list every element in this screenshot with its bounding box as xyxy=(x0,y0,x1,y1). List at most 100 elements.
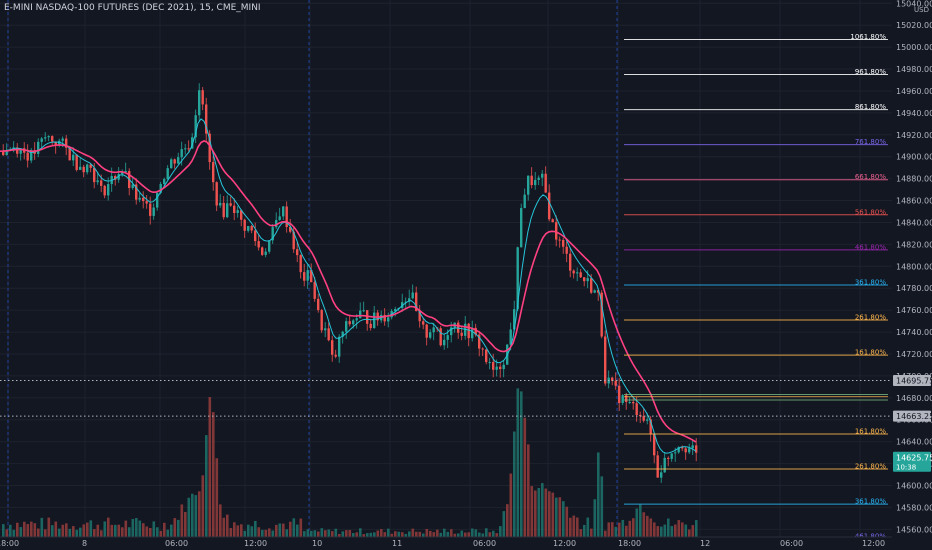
fib-label: 261.80% xyxy=(855,314,886,322)
volume-bar xyxy=(436,529,439,537)
price-tag xyxy=(893,451,931,472)
volume-bar xyxy=(86,522,89,537)
volume-bar xyxy=(649,518,653,537)
candle-body xyxy=(628,401,631,403)
candle-body xyxy=(562,239,565,247)
volume-bar xyxy=(670,525,674,537)
candle-body xyxy=(215,182,218,206)
volume-bar xyxy=(149,527,152,537)
volume-bar xyxy=(142,523,145,537)
candle-body xyxy=(264,251,267,255)
candle-body xyxy=(352,320,355,325)
volume-bar xyxy=(663,524,667,537)
volume-bar xyxy=(520,391,523,537)
candle-body xyxy=(408,298,411,302)
volume-bar xyxy=(96,524,100,537)
candle-body xyxy=(611,377,614,381)
volume-bar xyxy=(660,526,663,537)
candle-body xyxy=(156,192,159,208)
candle-body xyxy=(16,147,19,154)
candle-body xyxy=(177,157,180,164)
candle-body xyxy=(100,180,103,186)
volume-bar xyxy=(240,524,243,537)
candle-body xyxy=(369,323,372,329)
volume-bar xyxy=(674,524,677,537)
volume-bar xyxy=(103,521,107,537)
volume-bar xyxy=(404,533,408,537)
volume-bar xyxy=(292,518,296,537)
volume-bar xyxy=(527,444,530,537)
volume-bar xyxy=(474,529,478,537)
volume-bar xyxy=(9,524,12,537)
price-tick-label: 14720.00 xyxy=(896,350,932,359)
price-tick-label: 14560.00 xyxy=(896,525,932,534)
candle-body xyxy=(443,339,446,346)
candle-body xyxy=(187,148,190,150)
price-tag-value: 14695.75 xyxy=(896,377,932,386)
fib-label: 161.80% xyxy=(855,349,886,357)
volume-bar xyxy=(229,528,233,537)
volume-bar xyxy=(390,533,394,537)
volume-bar xyxy=(282,523,285,537)
price-tick-label: 15020.00 xyxy=(896,21,932,30)
volume-bar xyxy=(502,511,506,537)
candle-body xyxy=(285,206,288,228)
volume-bar xyxy=(331,531,334,537)
candle-body xyxy=(663,457,666,473)
volume-bar xyxy=(499,526,502,537)
candle-body xyxy=(632,401,635,404)
volume-bar xyxy=(345,530,348,537)
volume-bar xyxy=(65,523,68,537)
fib-label: 761.80% xyxy=(855,138,886,146)
volume-bar xyxy=(544,488,548,537)
volume-bar xyxy=(439,532,443,537)
candle-body xyxy=(373,312,376,329)
price-tick-label: 14840.00 xyxy=(896,218,932,227)
volume-bar xyxy=(159,530,163,537)
volume-bar xyxy=(380,529,383,537)
volume-bar xyxy=(625,525,628,537)
candle-body xyxy=(2,150,5,156)
volume-bar xyxy=(285,529,289,537)
volume-bar xyxy=(446,531,450,537)
price-tick-label: 15000.00 xyxy=(896,43,932,52)
volume-bar xyxy=(639,504,642,537)
volume-bar xyxy=(152,521,156,537)
volume-bar xyxy=(47,517,51,537)
price-axis: 15040.00 15020.00 15000.00 14980.00 14960.00… xyxy=(892,0,932,550)
volume-bar xyxy=(429,530,432,537)
fib-label: 961.80% xyxy=(855,68,886,76)
volume-bar xyxy=(635,508,639,537)
volume-bar xyxy=(54,521,58,537)
time-tick-label: 8 xyxy=(82,539,87,548)
volume-bar xyxy=(243,530,247,537)
candle-body xyxy=(509,329,512,345)
candle-body xyxy=(341,331,344,337)
candle-body xyxy=(618,385,621,403)
volume-bar xyxy=(121,527,124,537)
fib-label: 861.80% xyxy=(855,103,886,111)
volume-bar xyxy=(320,528,324,537)
volume-bar xyxy=(201,475,205,537)
volume-bar xyxy=(656,526,660,537)
candle-body xyxy=(635,403,638,416)
candle-body xyxy=(61,138,64,141)
candle-body xyxy=(54,141,57,146)
candle-body xyxy=(310,270,313,283)
volume-bar xyxy=(506,504,509,537)
candle-body xyxy=(68,147,71,161)
volume-bar xyxy=(51,525,54,537)
volume-bar xyxy=(516,388,520,537)
volume-bar xyxy=(562,501,565,537)
volume-bar xyxy=(684,524,688,537)
volume-bar xyxy=(604,530,607,537)
candle-body xyxy=(481,348,484,350)
candle-body xyxy=(212,162,215,183)
volume-bar xyxy=(362,534,366,537)
volume-bar xyxy=(453,533,457,537)
volume-bar xyxy=(352,533,355,537)
candle-body xyxy=(544,173,547,193)
volume-bar xyxy=(254,520,257,537)
volume-bar xyxy=(93,529,96,537)
